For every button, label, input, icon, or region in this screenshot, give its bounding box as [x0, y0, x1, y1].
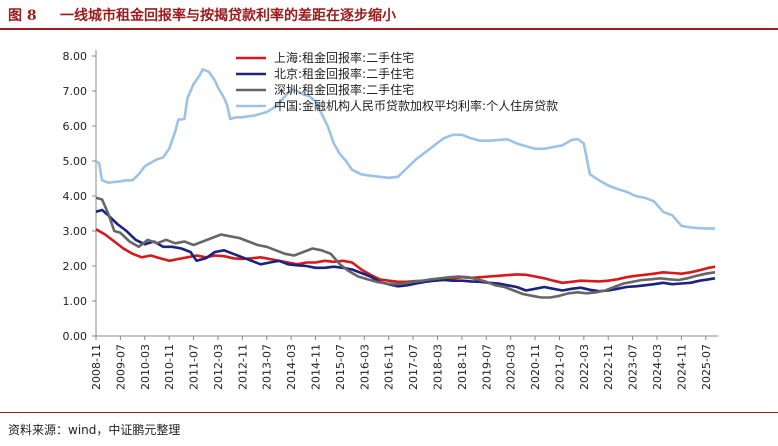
x-tick-label: 2024-11: [675, 344, 688, 390]
legend-label-1: 上海:租金回报率:二手住宅: [274, 50, 414, 65]
x-tick-label: 2018-03: [431, 344, 444, 390]
series-line-1: [95, 228, 716, 285]
series-layer: [95, 68, 716, 299]
x-tick-label: 2022-03: [578, 344, 591, 390]
legend-label-2: 北京:租金回报率:二手住宅: [274, 66, 414, 81]
x-tick-label: 2023-07: [627, 344, 640, 390]
y-tick-label: 5.00: [63, 155, 88, 168]
x-tick-label: 2015-07: [334, 344, 347, 390]
legend: 上海:租金回报率:二手住宅北京:租金回报率:二手住宅深圳:租金回报率:二手住宅中…: [236, 50, 558, 113]
series-line-4: [95, 68, 715, 230]
series-line-2: [95, 208, 716, 293]
x-tick-label: 2016-11: [383, 344, 396, 390]
x-tick-label: 2013-07: [261, 344, 274, 390]
x-tick-label: 2014-03: [285, 344, 298, 390]
x-tick-label: 2025-07: [700, 344, 713, 390]
series-line-3: [95, 196, 716, 299]
x-tick-label: 2018-11: [456, 344, 469, 390]
figure-title: 一线城市租金回报率与按揭贷款利率的差距在逐步缩小: [60, 8, 396, 24]
x-tick-label: 2021-07: [553, 344, 566, 390]
line-chart: 0.00 1.00 2.00 3.00 4.00 5.00 6.00 7.00 8.00 2008…: [63, 50, 718, 390]
x-tick-label: 2014-11: [310, 344, 323, 390]
x-tick-label: 2020-03: [505, 344, 518, 390]
y-tick-label: 4.00: [63, 190, 88, 203]
y-tick-label: 3.00: [63, 225, 88, 238]
figure-header: 图 8 一线城市租金回报率与按揭贷款利率的差距在逐步缩小: [0, 0, 778, 30]
y-tick-label: 6.00: [63, 120, 88, 133]
x-tick-label: 2008-11: [90, 344, 103, 390]
footer-divider: [0, 412, 778, 413]
x-tick-label: 2016-03: [358, 344, 371, 390]
x-tick-label: 2012-03: [212, 344, 225, 390]
x-tick-label: 2020-11: [529, 344, 542, 390]
x-tick-label: 2024-03: [651, 344, 664, 390]
x-tick-label: 2009-07: [114, 344, 127, 390]
x-tick-label: 2017-07: [407, 344, 420, 390]
source-note: 资料来源：wind，中证鹏元整理: [8, 423, 181, 437]
y-tick-label: 1.00: [63, 295, 88, 308]
axes: 0.00 1.00 2.00 3.00 4.00 5.00 6.00 7.00 8.00 2008…: [63, 50, 718, 390]
x-tick-label: 2012-11: [236, 344, 249, 390]
x-tick-label: 2019-07: [480, 344, 493, 390]
legend-label-4: 中国:金融机构人民币贷款加权平均利率:个人住房贷款: [274, 98, 558, 113]
x-tick-label: 2011-07: [188, 344, 201, 390]
y-tick-label: 7.00: [63, 85, 88, 98]
x-tick-label: 2010-11: [163, 344, 176, 390]
x-tick-label: 2022-11: [602, 344, 615, 390]
legend-label-3: 深圳:租金回报率:二手住宅: [274, 82, 414, 97]
figure-number: 图 8: [8, 8, 37, 24]
y-tick-label: 0.00: [63, 330, 88, 343]
y-tick-label: 8.00: [63, 50, 88, 63]
x-tick-label: 2010-03: [139, 344, 152, 390]
y-tick-label: 2.00: [63, 260, 88, 273]
